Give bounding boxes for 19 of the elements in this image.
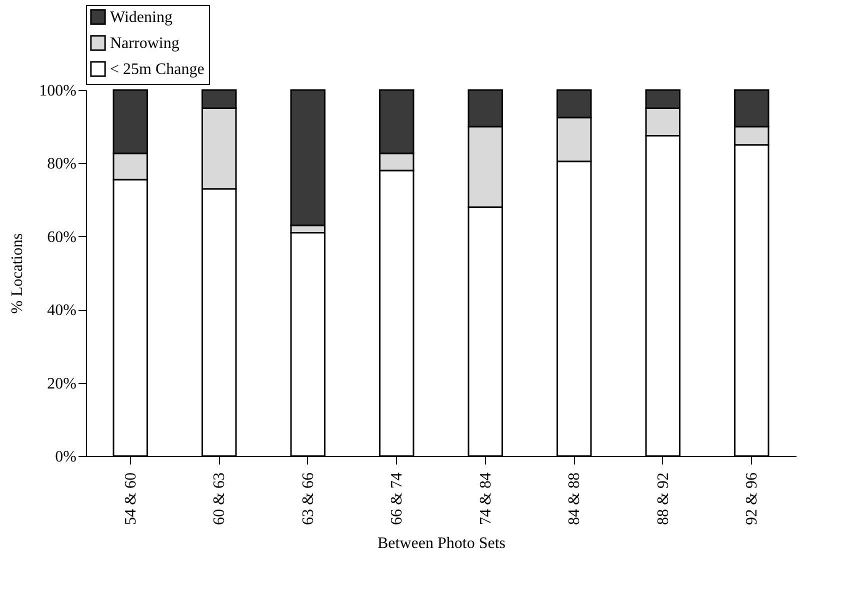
x-tick-label: 84 & 88 [566,472,584,525]
y-tick-label: 100% [39,82,76,100]
x-axis-title: Between Photo Sets [378,534,506,552]
x-tick-label: 74 & 84 [477,472,494,525]
y-tick-label: 60% [47,228,76,246]
x-tick-label: 92 & 96 [744,472,761,525]
x-tick-label: 63 & 66 [300,472,317,525]
x-tick-label: 60 & 63 [211,472,228,525]
x-tick-label: 66 & 74 [388,472,406,525]
y-tick-label: 20% [47,375,76,392]
x-tick-label: 88 & 92 [654,472,672,525]
legend-label: Narrowing [110,35,180,52]
y-axis-title: % Locations [9,233,26,314]
legend-label: < 25m Change [110,61,204,78]
legend-label: Widening [110,9,172,26]
y-tick-label: 80% [47,156,76,173]
y-tick-label: 0% [55,448,76,466]
y-tick-label: 40% [47,302,76,320]
x-tick-label: 54 & 60 [122,472,140,525]
